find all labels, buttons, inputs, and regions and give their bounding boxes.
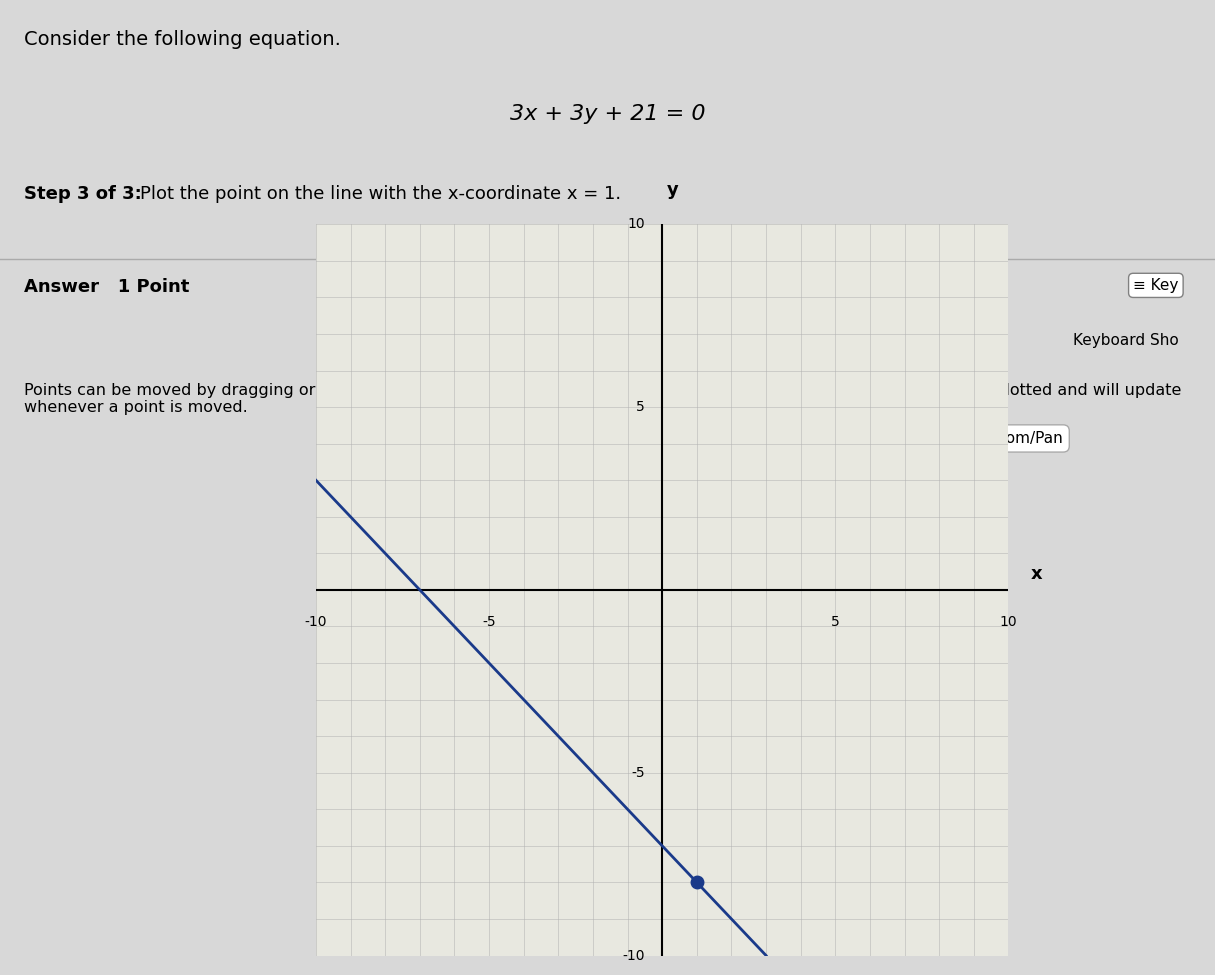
Text: Consider the following equation.: Consider the following equation. [24, 29, 341, 49]
Text: 5: 5 [637, 400, 645, 414]
Text: 10: 10 [627, 217, 645, 231]
Text: -5: -5 [632, 765, 645, 780]
Text: 5: 5 [831, 615, 840, 630]
Text: Points can be moved by dragging or using the arrow keys. Any lines or curves wil: Points can be moved by dragging or using… [24, 382, 1182, 415]
Text: y: y [667, 181, 678, 199]
Text: Keyboard Sho: Keyboard Sho [1073, 333, 1179, 348]
Text: Answer   1 Point: Answer 1 Point [24, 278, 190, 295]
Text: 10: 10 [1000, 615, 1017, 630]
Text: ≡ Key: ≡ Key [1134, 278, 1179, 292]
Text: Step 3 of 3:: Step 3 of 3: [24, 185, 148, 203]
Text: Plot the point on the line with the x-coordinate x = 1.: Plot the point on the line with the x-co… [140, 185, 621, 203]
Text: -10: -10 [622, 949, 645, 962]
Text: Enable Zoom/Pan: Enable Zoom/Pan [929, 431, 1063, 446]
Text: 3x + 3y + 21 = 0: 3x + 3y + 21 = 0 [510, 103, 705, 124]
Text: -10: -10 [305, 615, 327, 630]
Text: -5: -5 [482, 615, 496, 630]
Text: x: x [1030, 565, 1042, 583]
